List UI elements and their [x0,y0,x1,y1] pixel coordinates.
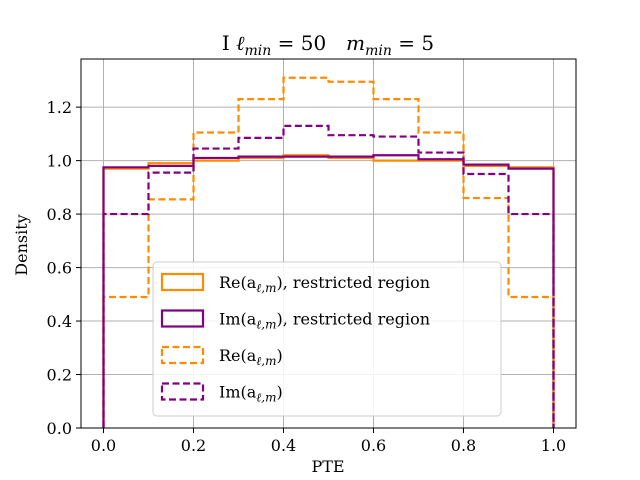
x-tick-label: 0.0 [91,436,116,455]
y-tick-label: 1.0 [47,152,72,171]
legend-swatch [160,345,205,365]
series-3-histogram [102,76,555,428]
x-tick-label: 0.8 [451,436,476,455]
series-1-histogram [102,154,555,428]
series-2-histogram [102,154,555,428]
y-tick-label: 0.4 [47,312,72,331]
y-tick-label: 0.2 [47,366,72,385]
x-axis-label: PTE [311,457,344,476]
x-tick-label: 1.0 [541,436,566,455]
x-tick-label: 0.2 [181,436,206,455]
legend-label: Im(aℓ,m), restricted region [219,310,430,332]
legend: Re(aℓ,m), restricted region Im(aℓ,m), res… [152,261,502,417]
legend-label: Re(aℓ,m) [219,346,283,368]
y-axis-label: Density [12,214,31,275]
legend-box [152,261,502,417]
y-tick-label: 0.6 [47,259,72,278]
legend-swatch [160,272,205,292]
series-4-histogram [102,124,555,428]
x-tick-label: 0.4 [271,436,296,455]
x-tick-label: 0.6 [361,436,386,455]
y-tick-label: 0.8 [47,205,72,224]
plot-frame [80,58,577,429]
legend-label: Im(aℓ,m) [219,383,283,405]
legend-swatch [160,382,205,401]
legend-swatch [160,309,205,328]
y-tick-label: 0.0 [47,419,72,438]
legend-label: Re(aℓ,m), restricted region [219,273,430,295]
series-layer [102,76,555,428]
axis-ticks: 0.0 0.2 0.4 0.6 0.8 1.0 0.0 0.2 0.4 0.6 0.8 1.0 1.2 [47,98,567,455]
chart-title: I ℓmin = 50 mmin = 5 [222,31,434,59]
y-tick-label: 1.2 [47,98,72,117]
